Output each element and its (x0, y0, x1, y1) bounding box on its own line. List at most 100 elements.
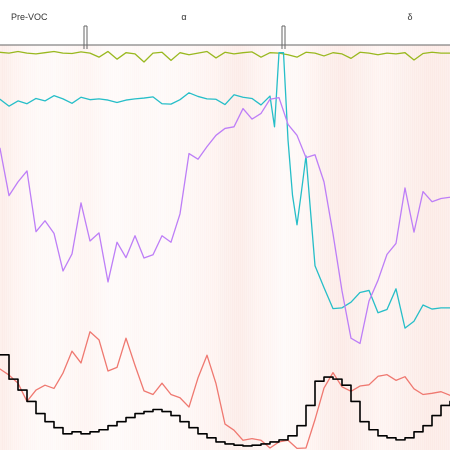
series-line-1 (0, 50, 450, 63)
shading-band (384, 45, 387, 450)
shading-band (188, 45, 191, 450)
shading-band (162, 45, 165, 450)
shading-band (342, 45, 345, 450)
shading-band (140, 45, 143, 450)
shading-band (70, 45, 73, 450)
shading-band (214, 45, 217, 450)
shading-band (98, 45, 101, 450)
shading-band (224, 45, 227, 450)
shading-band (198, 45, 201, 450)
shading-band (104, 45, 107, 450)
shading-band (236, 45, 239, 450)
shading-band (40, 45, 43, 450)
shading-band (286, 45, 289, 450)
shading-band (290, 45, 293, 450)
shading-band (130, 45, 133, 450)
shading-band (132, 45, 135, 450)
shading-band (300, 45, 303, 450)
shading-band (50, 45, 53, 450)
shading-band (186, 45, 189, 450)
shading-band (12, 45, 15, 450)
shading-band (230, 45, 233, 450)
shading-band (172, 45, 175, 450)
shading-band (426, 45, 429, 450)
shading-band (120, 45, 123, 450)
shading-band (386, 45, 389, 450)
shading-band (254, 45, 257, 450)
shading-band (134, 45, 137, 450)
shading-band (434, 45, 437, 450)
shading-band (404, 45, 407, 450)
shading-band (54, 45, 57, 450)
shading-band (326, 45, 329, 450)
shading-band (350, 45, 353, 450)
shading-band (150, 45, 153, 450)
shading-band (170, 45, 173, 450)
shading-band (372, 45, 375, 450)
shading-band (96, 45, 99, 450)
shading-band (418, 45, 421, 450)
shading-band (356, 45, 359, 450)
shading-band (136, 45, 139, 450)
shading-band (276, 45, 279, 450)
shading-band (26, 45, 29, 450)
shading-band (158, 45, 161, 450)
shading-band (48, 45, 51, 450)
shading-band (110, 45, 113, 450)
shading-band (216, 45, 219, 450)
shading-band (42, 45, 45, 450)
shading-band (280, 45, 283, 450)
shading-band (306, 45, 309, 450)
shading-band (88, 45, 91, 450)
shading-band (118, 45, 121, 450)
series-line-2 (0, 52, 450, 329)
shading-band (310, 45, 313, 450)
shading-band (218, 45, 221, 450)
shading-band (252, 45, 255, 450)
shading-band (332, 45, 335, 450)
shading-band (18, 45, 21, 450)
shading-band (422, 45, 425, 450)
shading-band (52, 45, 55, 450)
shading-band (80, 45, 83, 450)
shading-band (148, 45, 151, 450)
shading-band (220, 45, 223, 450)
shading-band (154, 45, 157, 450)
shading-band (262, 45, 265, 450)
shading-band (106, 45, 109, 450)
shading-band (246, 45, 249, 450)
shading-band (166, 45, 169, 450)
shading-band (242, 45, 245, 450)
shading-band (232, 45, 235, 450)
shading-band (174, 45, 177, 450)
shading-band (296, 45, 299, 450)
shading-band (354, 45, 357, 450)
shading-band (388, 45, 391, 450)
shading-band (406, 45, 409, 450)
shading-band (410, 45, 413, 450)
shading-band (336, 45, 339, 450)
shading-band (294, 45, 297, 450)
shading-band (142, 45, 145, 450)
shading-band (128, 45, 131, 450)
shading-band (366, 45, 369, 450)
shading-band (202, 45, 205, 450)
shading-band (420, 45, 423, 450)
shading-band (124, 45, 127, 450)
shading-band (184, 45, 187, 450)
shading-band (400, 45, 403, 450)
shading-band (66, 45, 69, 450)
shading-band (190, 45, 193, 450)
shading-band (414, 45, 417, 450)
shading-band (298, 45, 301, 450)
shading-band (176, 45, 179, 450)
shading-band (352, 45, 355, 450)
shading-band (84, 45, 87, 450)
shading-band (28, 45, 31, 450)
shading-band (36, 45, 39, 450)
shading-band (226, 45, 229, 450)
shading-band (324, 45, 327, 450)
